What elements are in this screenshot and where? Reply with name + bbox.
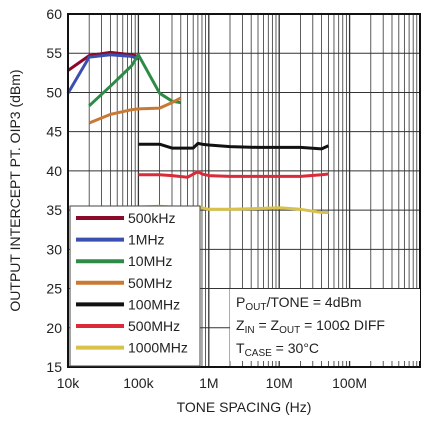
x-axis-label: TONE SPACING (Hz): [177, 399, 312, 415]
legend-label: 100MHz: [128, 296, 180, 312]
pout-condition: POUT/TONE = 4dBm: [236, 294, 362, 313]
impedance-condition: ZIN = ZOUT = 100Ω DIFF: [236, 317, 385, 336]
y-tick-label: 15: [46, 359, 62, 375]
conditions-box: [230, 289, 420, 361]
series-line-50MHz: [88, 96, 182, 125]
x-tick-labels: 10k 100k 1M 10M 100M: [57, 375, 367, 391]
y-tick-label: 50: [46, 84, 62, 100]
y-tick-label: 25: [46, 281, 62, 297]
legend-label: 1000MHz: [128, 340, 188, 356]
tcase-condition: TCASE = 30°C: [236, 340, 319, 359]
series-line-500MHz: [138, 170, 329, 179]
y-tick-labels: 15 20 25 30 35 40 45 50 55 60: [46, 6, 62, 375]
plot-frame: [67, 13, 421, 368]
y-axis-label: OUTPUT INTERCEPT PT. OIP3 (dBm): [7, 69, 23, 311]
y-tick-label: 35: [46, 202, 62, 218]
y-tick-label: 55: [46, 45, 62, 61]
legend-label: 10MHz: [128, 253, 172, 269]
y-tick-label: 30: [46, 241, 62, 257]
x-tick-label: 10M: [266, 375, 293, 391]
y-tick-label: 40: [46, 163, 62, 179]
x-tick-label: 10k: [57, 375, 81, 391]
x-tick-label: 1M: [199, 375, 218, 391]
legend-label: 50MHz: [128, 275, 172, 291]
series-line-100MHz: [138, 141, 330, 151]
legend-label: 500MHz: [128, 318, 180, 334]
series-line-500kHz: [67, 50, 139, 72]
legend: 500kHz 1MHz 10MHz 50MHz 100MHz 500MHz 1000MHz: [76, 210, 188, 356]
y-tick-label: 45: [46, 124, 62, 140]
series-line-1MHz: [66, 53, 139, 94]
x-tick-label: 100M: [332, 375, 367, 391]
y-tick-label: 60: [46, 6, 62, 22]
legend-label: 1MHz: [128, 232, 165, 248]
y-tick-label: 20: [46, 320, 62, 336]
legend-label: 500kHz: [128, 210, 175, 226]
x-tick-label: 100k: [123, 375, 154, 391]
legend-box: [69, 205, 201, 367]
